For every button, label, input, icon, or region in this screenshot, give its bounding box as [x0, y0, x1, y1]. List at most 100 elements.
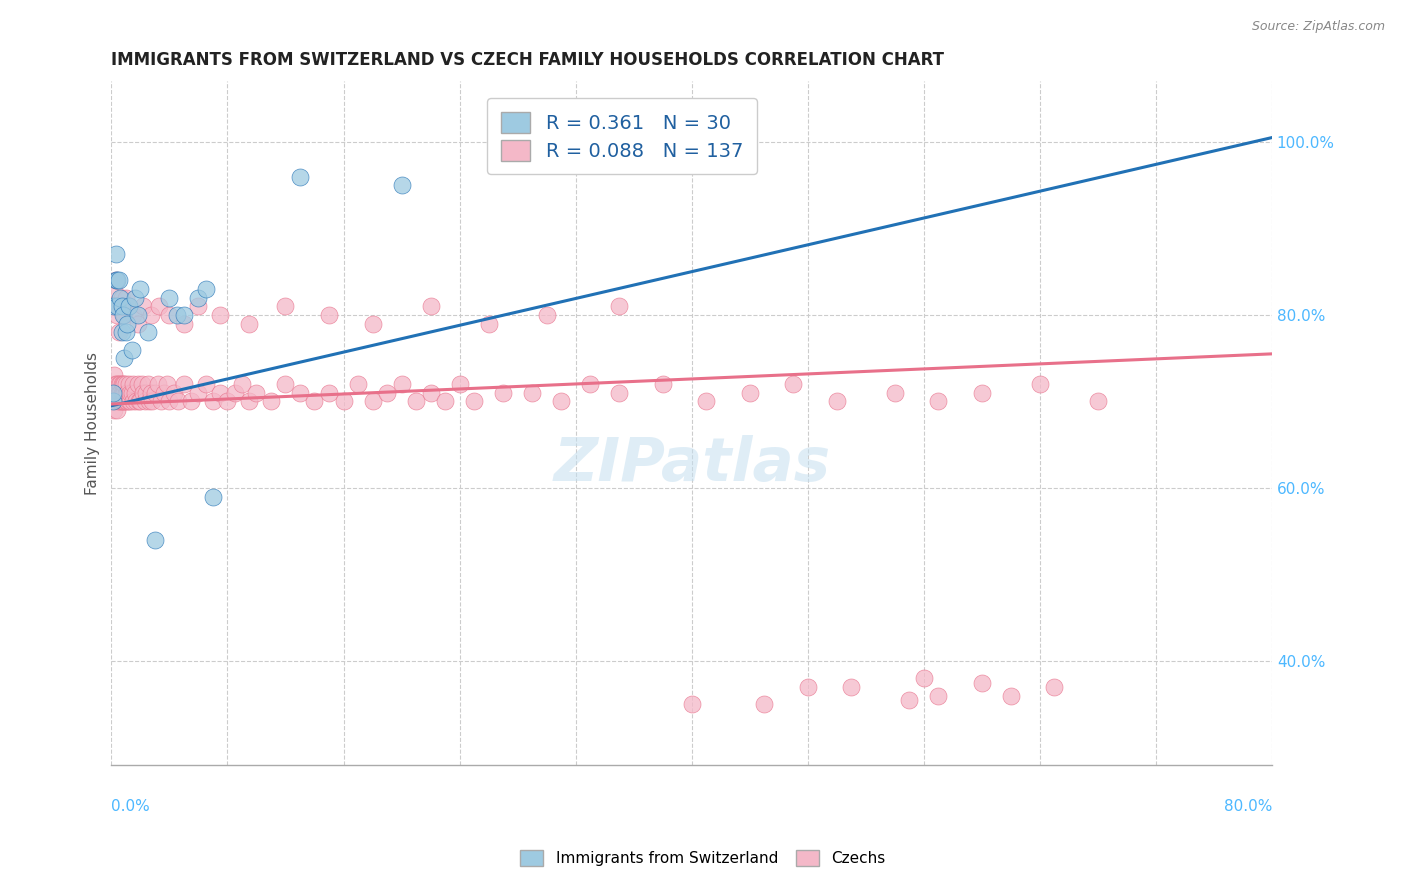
Point [110, 377, 132, 392]
Point [107, 273, 129, 287]
Point [288, 169, 311, 184]
Point [173, 317, 195, 331]
Point [104, 377, 127, 392]
Point [173, 377, 195, 392]
Point [111, 299, 134, 313]
Point [520, 385, 543, 400]
Point [103, 403, 125, 417]
Point [114, 394, 136, 409]
Point [101, 394, 124, 409]
Point [449, 377, 471, 392]
Point [115, 385, 138, 400]
Point [898, 693, 921, 707]
Point [121, 343, 143, 357]
Point [104, 273, 127, 287]
Point [738, 385, 761, 400]
Point [607, 385, 630, 400]
Point [103, 368, 125, 383]
Point [101, 394, 124, 409]
Point [463, 394, 485, 409]
Point [108, 291, 131, 305]
Point [375, 385, 398, 400]
Point [1000, 689, 1022, 703]
Point [288, 385, 311, 400]
Text: 80.0%: 80.0% [1223, 799, 1272, 814]
Point [148, 299, 170, 313]
Point [419, 385, 441, 400]
Point [155, 377, 177, 392]
Point [550, 394, 572, 409]
Point [103, 282, 125, 296]
Legend: Immigrants from Switzerland, Czechs: Immigrants from Switzerland, Czechs [512, 840, 894, 875]
Point [129, 394, 152, 409]
Point [108, 299, 131, 313]
Point [108, 394, 131, 409]
Point [166, 308, 188, 322]
Point [361, 394, 384, 409]
Point [139, 385, 162, 400]
Point [114, 308, 136, 322]
Point [105, 377, 128, 392]
Point [110, 325, 132, 339]
Point [332, 394, 354, 409]
Point [105, 394, 128, 409]
Point [122, 394, 145, 409]
Point [492, 385, 515, 400]
Point [1043, 680, 1066, 694]
Point [143, 385, 166, 400]
Point [927, 394, 949, 409]
Point [110, 291, 132, 305]
Point [681, 697, 703, 711]
Point [152, 385, 174, 400]
Point [117, 385, 139, 400]
Point [103, 299, 125, 313]
Point [651, 377, 673, 392]
Point [127, 377, 149, 392]
Point [131, 377, 153, 392]
Point [105, 273, 128, 287]
Text: Source: ZipAtlas.com: Source: ZipAtlas.com [1251, 20, 1385, 33]
Point [103, 377, 125, 392]
Point [107, 325, 129, 339]
Point [754, 697, 776, 711]
Point [105, 403, 128, 417]
Text: ZIPatlas: ZIPatlas [553, 434, 830, 493]
Point [124, 385, 146, 400]
Point [127, 317, 149, 331]
Point [607, 299, 630, 313]
Point [224, 385, 246, 400]
Y-axis label: Family Households: Family Households [86, 351, 100, 494]
Point [187, 291, 209, 305]
Point [110, 385, 132, 400]
Point [579, 377, 602, 392]
Point [138, 394, 160, 409]
Point [117, 394, 139, 409]
Point [117, 317, 139, 331]
Point [107, 394, 129, 409]
Point [105, 299, 128, 313]
Point [125, 394, 148, 409]
Point [139, 308, 162, 322]
Point [434, 394, 457, 409]
Point [114, 351, 136, 366]
Point [110, 299, 132, 313]
Point [104, 394, 127, 409]
Point [782, 377, 804, 392]
Point [120, 394, 142, 409]
Point [129, 282, 152, 296]
Point [135, 385, 157, 400]
Point [477, 317, 499, 331]
Point [127, 308, 149, 322]
Point [260, 394, 283, 409]
Point [318, 308, 340, 322]
Point [318, 385, 340, 400]
Point [201, 490, 224, 504]
Point [136, 377, 159, 392]
Point [114, 385, 136, 400]
Legend: R = 0.361   N = 30, R = 0.088   N = 137: R = 0.361 N = 30, R = 0.088 N = 137 [488, 98, 756, 174]
Text: IMMIGRANTS FROM SWITZERLAND VS CZECH FAMILY HOUSEHOLDS CORRELATION CHART: IMMIGRANTS FROM SWITZERLAND VS CZECH FAM… [111, 51, 945, 69]
Point [146, 377, 169, 392]
Point [1029, 377, 1052, 392]
Point [839, 680, 862, 694]
Point [970, 675, 993, 690]
